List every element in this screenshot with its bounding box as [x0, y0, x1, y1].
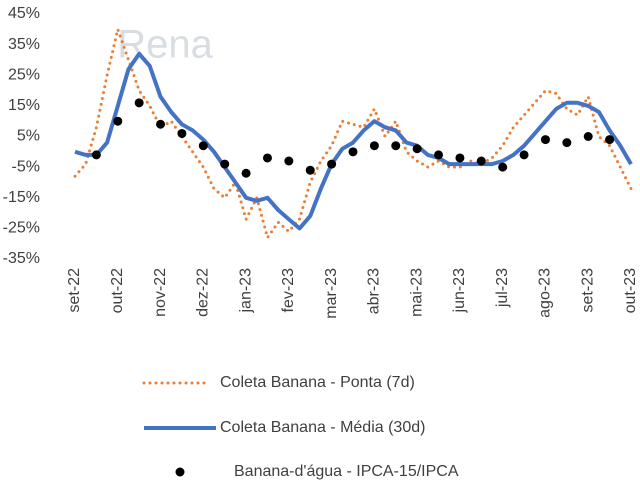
y-tick-label: 35%	[8, 36, 40, 53]
x-tick-label: jul-23	[494, 268, 511, 308]
data-point	[177, 128, 187, 138]
y-tick-label: 45%	[8, 5, 40, 22]
data-point	[540, 135, 550, 145]
data-point	[327, 159, 337, 169]
data-point	[113, 116, 123, 126]
y-tick-label: -35%	[3, 250, 40, 267]
data-point	[583, 132, 593, 141]
data-point	[348, 147, 358, 157]
y-tick-label: -15%	[3, 189, 40, 206]
data-point	[262, 153, 272, 163]
data-point	[220, 159, 230, 169]
data-point	[91, 150, 101, 160]
data-point	[305, 165, 315, 175]
data-point	[455, 153, 465, 163]
data-point	[369, 141, 379, 151]
series-line	[74, 51, 633, 231]
data-point	[156, 119, 166, 129]
legend-label: Banana-d'água - IPCA-15/IPCA	[234, 463, 459, 480]
x-tick-label: jan-23	[237, 268, 254, 314]
legend-marker	[175, 467, 185, 477]
x-tick-label: out-22	[109, 268, 126, 313]
data-point	[434, 150, 444, 160]
x-tick-label: dez-22	[195, 268, 212, 317]
y-tick-label: -5%	[12, 158, 40, 175]
watermark: Rena	[117, 23, 213, 67]
data-point	[476, 156, 486, 166]
y-tick-label: 25%	[8, 66, 40, 83]
y-tick-label: -25%	[3, 220, 40, 237]
y-tick-label: 5%	[17, 128, 40, 145]
x-tick-label: set-22	[66, 268, 83, 313]
x-tick-label: nov-22	[152, 268, 169, 317]
data-point	[241, 168, 251, 178]
x-tick-label: jun-23	[451, 268, 468, 314]
x-tick-label: ago-23	[537, 268, 554, 318]
data-point	[605, 135, 615, 145]
y-tick-label: 15%	[8, 97, 40, 114]
x-tick-label: mai-23	[408, 268, 425, 317]
legend-label: Coleta Banana - Média (30d)	[220, 419, 425, 436]
data-point	[198, 141, 208, 151]
x-tick-label: fev-23	[280, 268, 297, 313]
data-point	[498, 162, 508, 172]
legend-label: Coleta Banana - Ponta (7d)	[220, 374, 415, 391]
data-point	[412, 144, 422, 154]
data-point	[134, 98, 144, 108]
series-line	[73, 27, 633, 240]
data-point	[519, 150, 529, 160]
x-tick-label: out-23	[622, 268, 639, 313]
data-point	[391, 141, 401, 151]
x-tick-label: mar-23	[323, 268, 340, 319]
x-tick-label: abr-23	[366, 268, 383, 314]
x-tick-label: set-23	[579, 268, 596, 313]
data-point	[284, 156, 294, 166]
data-point	[562, 138, 572, 148]
